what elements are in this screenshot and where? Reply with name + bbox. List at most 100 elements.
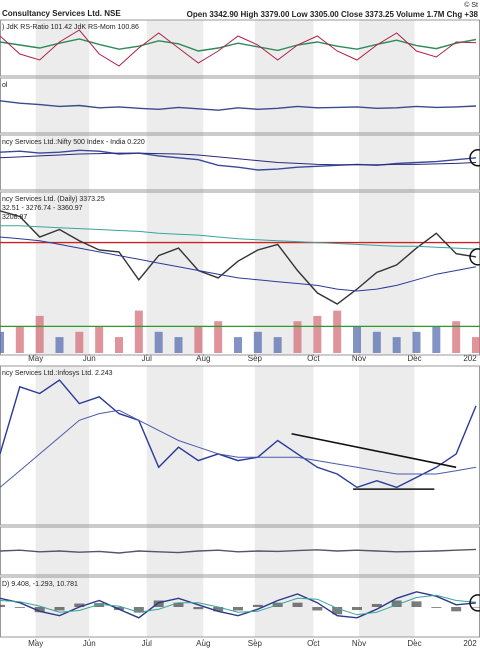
histogram-bar [431, 607, 442, 608]
histogram-bar [391, 600, 402, 607]
volume-bar [35, 315, 44, 353]
panel-title: ol [2, 82, 8, 89]
month-band [254, 20, 314, 355]
x-tick-label: Nov [352, 639, 366, 648]
x-tick-label: Dec [407, 354, 421, 363]
panel-title: ) JdK RS-Ratio 101.42 JdK RS-Mom 100.86 [2, 24, 139, 31]
x-tick-label: Aug [196, 354, 210, 363]
highlight-circle [469, 149, 480, 167]
histogram-bar [0, 604, 5, 607]
histogram-bar [153, 600, 164, 607]
x-tick-label: Dec [407, 639, 421, 648]
highlight-circle [469, 594, 480, 612]
volume-bar [273, 337, 282, 353]
histogram-bar [371, 603, 382, 607]
x-tick-label: Aug [196, 639, 210, 648]
volume-bar [392, 337, 401, 353]
panel-note: 3208.87 [2, 214, 27, 221]
x-tick-label: Jun [83, 639, 96, 648]
x-tick-label: Jul [142, 354, 152, 363]
histogram-bar [34, 607, 45, 613]
trendline [291, 432, 457, 469]
panel-title: ncy Services Ltd.:Infosys Ltd. 2.243 [2, 370, 113, 377]
volume-bar [95, 326, 104, 353]
histogram-bar [451, 607, 462, 612]
volume-bar [115, 337, 123, 353]
histogram-bar [74, 603, 85, 607]
series-line [0, 594, 477, 616]
histogram-bar [14, 607, 25, 608]
series-line [0, 236, 477, 292]
month-band [254, 366, 314, 637]
volume-bar [313, 315, 322, 353]
x-tick-label: Oct [307, 639, 320, 648]
histogram-bar [411, 601, 422, 607]
volume-bar [234, 337, 242, 353]
series-line [0, 225, 477, 250]
highlight-circle [469, 248, 480, 266]
panel-title: ncy Services Ltd. (Daily) 3373.25 [2, 196, 105, 203]
month-band [358, 366, 415, 637]
series-line [0, 591, 477, 619]
month-band [358, 20, 415, 355]
x-tick-label: May [28, 639, 43, 648]
volume-bar [452, 321, 461, 353]
source: © St [464, 1, 478, 9]
histogram-bar [173, 602, 184, 607]
volume-bar [293, 321, 302, 353]
x-tick-label: Sep [248, 354, 263, 363]
volume-bar [134, 310, 143, 353]
volume-bar [154, 331, 163, 353]
volume-bar [174, 337, 183, 353]
volume-bar [55, 337, 64, 353]
volume-bar [75, 331, 84, 353]
volume-bar [353, 326, 361, 353]
month-band [35, 366, 90, 637]
symbol: Consultancy Services Ltd. NSE [2, 9, 121, 18]
series-line [0, 379, 477, 489]
month-band [35, 20, 90, 355]
histogram-bar [213, 607, 224, 612]
series-line [0, 152, 477, 166]
series-line [0, 548, 477, 554]
month-band [146, 20, 204, 355]
histogram-bar [292, 602, 303, 607]
quote: Open 3342.90 High 3379.00 Low 3305.00 Cl… [187, 10, 479, 19]
series-line [0, 38, 477, 52]
histogram-bar [332, 607, 343, 615]
volume-bar [214, 321, 223, 353]
volume-bar [0, 331, 4, 353]
series-line [0, 149, 477, 171]
volume-bar [372, 331, 381, 353]
histogram-bar [94, 603, 105, 607]
x-tick-label: 202 [463, 639, 477, 648]
x-tick-label: May [28, 354, 43, 363]
histogram-bar [312, 607, 323, 611]
x-tick-label: Nov [352, 354, 366, 363]
histogram-bar [193, 607, 204, 610]
x-tick-label: Sep [248, 639, 263, 648]
month-band [146, 366, 204, 637]
x-tick-label: Oct [307, 354, 320, 363]
volume-bar [412, 331, 421, 353]
histogram-bar [352, 607, 362, 611]
histogram-bar [471, 607, 480, 608]
volume-bar [194, 326, 203, 353]
series-line [0, 210, 477, 305]
volume-bar [15, 326, 24, 353]
x-tick-label: Jul [142, 639, 152, 648]
histogram-bar [233, 607, 243, 611]
volume-bar [333, 310, 342, 353]
histogram-bar [133, 607, 144, 613]
volume-bar [253, 331, 262, 353]
histogram-bar [54, 607, 65, 611]
x-tick-label: 202 [463, 354, 477, 363]
volume-bar [432, 326, 441, 353]
series-line [0, 100, 477, 111]
x-tick-label: Jun [83, 354, 96, 363]
series-line [0, 409, 477, 488]
histogram-bar [252, 604, 263, 607]
panel-title: D) 9.408, -1.293, 10.781 [2, 581, 78, 588]
panel-note: 32.51 - 3276.74 - 3360.97 [2, 205, 83, 212]
